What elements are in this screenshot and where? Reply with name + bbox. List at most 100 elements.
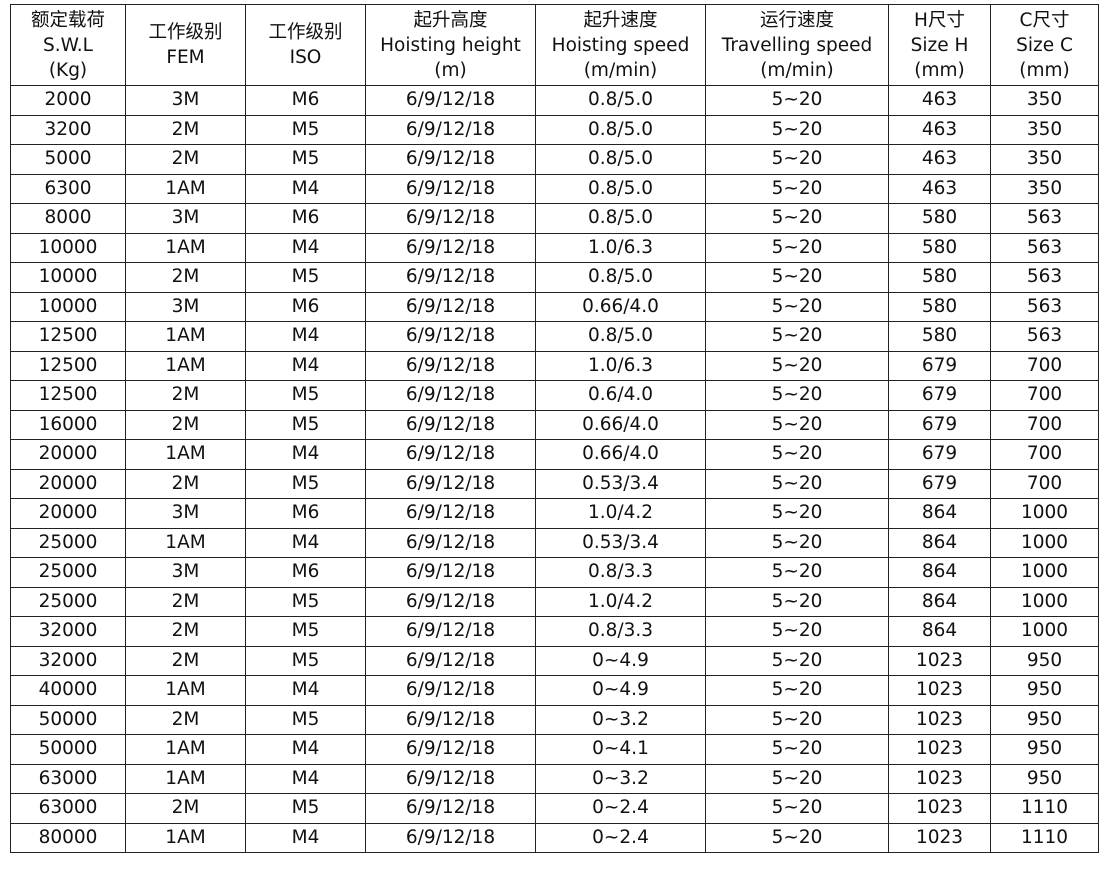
header-text: Hoisting height <box>380 34 521 56</box>
table-cell: 700 <box>990 350 1099 381</box>
table-cell: 563 <box>990 291 1099 322</box>
table-cell: 2M <box>125 645 246 676</box>
table-cell: 5~20 <box>705 616 889 647</box>
table-cell: M4 <box>245 350 366 381</box>
table-cell: 563 <box>990 262 1099 293</box>
table-cell: 700 <box>990 380 1099 411</box>
table-row: 40000 1AM M4 6/9/12/18 0~4.9 5~20 1023 950 <box>10 675 1099 706</box>
table-cell: 563 <box>990 321 1099 352</box>
table-row: 5000 2M M5 6/9/12/18 0.8/5.0 5~20 463 350 <box>10 144 1099 175</box>
table-row: 20000 3M M6 6/9/12/18 1.0/4.2 5~20 864 1000 <box>10 498 1099 529</box>
table-cell: M5 <box>245 645 366 676</box>
table-cell: 2M <box>125 380 246 411</box>
table-cell: 2M <box>125 144 246 175</box>
table-cell: 6/9/12/18 <box>365 468 536 499</box>
table-row: 12500 1AM M4 6/9/12/18 1.0/6.3 5~20 679 700 <box>10 350 1099 381</box>
table-cell: 2M <box>125 704 246 735</box>
table-cell: 32000 <box>10 645 126 676</box>
table-cell: 0~2.4 <box>535 822 706 853</box>
table-cell: 32000 <box>10 616 126 647</box>
table-cell: 950 <box>990 645 1099 676</box>
table-cell: 0.8/5.0 <box>535 203 706 234</box>
header-cell: 起升高度 Hoisting height (m) <box>365 4 536 86</box>
table-cell: 5~20 <box>705 498 889 529</box>
table-row: 20000 2M M5 6/9/12/18 0.53/3.4 5~20 679 700 <box>10 468 1099 499</box>
table-cell: M5 <box>245 468 366 499</box>
table-row: 50000 2M M5 6/9/12/18 0~3.2 5~20 1023 950 <box>10 704 1099 735</box>
table-row: 63000 1AM M4 6/9/12/18 0~3.2 5~20 1023 950 <box>10 763 1099 794</box>
table-cell: 1110 <box>990 793 1099 824</box>
table-cell: 5~20 <box>705 734 889 765</box>
table-cell: M5 <box>245 793 366 824</box>
table-cell: 0~4.1 <box>535 734 706 765</box>
table-cell: 679 <box>888 380 991 411</box>
table-cell: 6/9/12/18 <box>365 144 536 175</box>
table-cell: M5 <box>245 380 366 411</box>
table-row: 12500 1AM M4 6/9/12/18 0.8/5.0 5~20 580 563 <box>10 321 1099 352</box>
header-text: Size H <box>910 34 969 56</box>
table-row: 20000 1AM M4 6/9/12/18 0.66/4.0 5~20 679 700 <box>10 439 1099 470</box>
header-text: Size C <box>1016 34 1073 56</box>
table-cell: 5~20 <box>705 763 889 794</box>
table-cell: 5~20 <box>705 291 889 322</box>
table-cell: 8000 <box>10 203 126 234</box>
table-cell: 50000 <box>10 734 126 765</box>
table-cell: M4 <box>245 763 366 794</box>
table-cell: 10000 <box>10 262 126 293</box>
table-cell: 6/9/12/18 <box>365 763 536 794</box>
table-cell: 563 <box>990 203 1099 234</box>
header-text: (mm) <box>914 59 965 81</box>
table-cell: 0.8/5.0 <box>535 114 706 145</box>
table-cell: 6/9/12/18 <box>365 616 536 647</box>
table-cell: M6 <box>245 291 366 322</box>
table-cell: 5~20 <box>705 822 889 853</box>
table-cell: 864 <box>888 498 991 529</box>
table-cell: 700 <box>990 468 1099 499</box>
table-cell: 0.53/3.4 <box>535 468 706 499</box>
table-row: 16000 2M M5 6/9/12/18 0.66/4.0 5~20 679 700 <box>10 409 1099 440</box>
table-cell: 16000 <box>10 409 126 440</box>
table-cell: 63000 <box>10 793 126 824</box>
table-cell: M4 <box>245 734 366 765</box>
table-cell: 0.8/3.3 <box>535 616 706 647</box>
table-cell: M4 <box>245 675 366 706</box>
table-cell: 679 <box>888 439 991 470</box>
table-cell: 6300 <box>10 173 126 204</box>
table-cell: 950 <box>990 734 1099 765</box>
header-text: ISO <box>289 47 322 68</box>
table-cell: 6/9/12/18 <box>365 822 536 853</box>
table-cell: 950 <box>990 704 1099 735</box>
table-cell: 5~20 <box>705 85 889 116</box>
table-cell: 12500 <box>10 380 126 411</box>
table-cell: 5~20 <box>705 793 889 824</box>
header-text: Travelling speed <box>721 34 873 56</box>
table-cell: 5~20 <box>705 262 889 293</box>
table-cell: 0.53/3.4 <box>535 527 706 558</box>
table-cell: 563 <box>990 232 1099 263</box>
table-cell: 580 <box>888 232 991 263</box>
table-cell: 950 <box>990 763 1099 794</box>
header-text: (m/min) <box>760 59 834 81</box>
header-text: FEM <box>166 47 205 68</box>
table-cell: 679 <box>888 409 991 440</box>
table-cell: M5 <box>245 409 366 440</box>
table-cell: 6/9/12/18 <box>365 203 536 234</box>
header-row: 额定载荷 S.W.L (Kg) 工作级别 FEM 工作级别 ISO 起升高度 Hoisting … <box>10 4 1099 86</box>
header-text: (m) <box>434 59 467 81</box>
table-cell: 2M <box>125 468 246 499</box>
table-cell: 6/9/12/18 <box>365 173 536 204</box>
table-cell: 0~2.4 <box>535 793 706 824</box>
table-cell: M4 <box>245 232 366 263</box>
table-cell: 580 <box>888 262 991 293</box>
header-text: 起升速度 <box>583 9 658 31</box>
header-text: (mm) <box>1019 59 1070 81</box>
table-row: 3200 2M M5 6/9/12/18 0.8/5.0 5~20 463 350 <box>10 114 1099 145</box>
table-cell: 63000 <box>10 763 126 794</box>
table-cell: 6/9/12/18 <box>365 498 536 529</box>
table-cell: M6 <box>245 498 366 529</box>
table-cell: 5~20 <box>705 439 889 470</box>
table-cell: 1AM <box>125 763 246 794</box>
table-cell: 1000 <box>990 586 1099 617</box>
table-cell: 6/9/12/18 <box>365 704 536 735</box>
table-cell: 1000 <box>990 527 1099 558</box>
